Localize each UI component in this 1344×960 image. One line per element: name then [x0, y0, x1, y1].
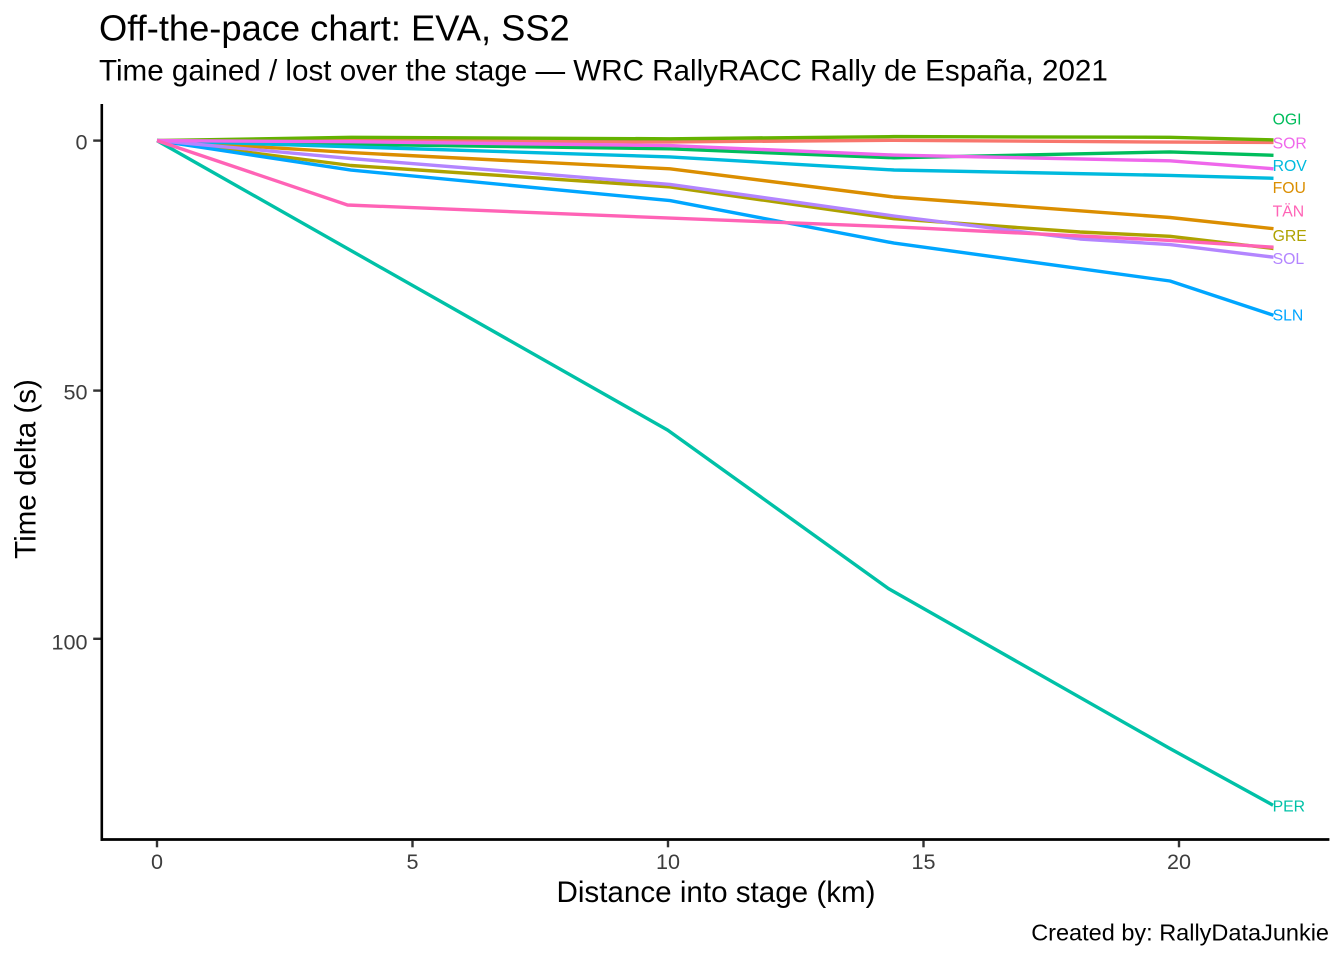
svg-text:Time delta (s): Time delta (s)	[9, 379, 42, 559]
svg-text:ROV: ROV	[1273, 158, 1308, 175]
svg-text:0: 0	[75, 129, 87, 154]
svg-text:Off-the-pace chart: EVA, SS2: Off-the-pace chart: EVA, SS2	[99, 8, 570, 49]
svg-text:20: 20	[1167, 849, 1191, 874]
svg-text:OGI: OGI	[1273, 111, 1302, 128]
svg-text:50: 50	[63, 380, 87, 405]
svg-text:TÄN: TÄN	[1273, 202, 1305, 220]
svg-text:Distance into stage (km): Distance into stage (km)	[556, 876, 875, 909]
svg-text:SOR: SOR	[1273, 135, 1307, 152]
svg-text:SOL: SOL	[1273, 251, 1305, 268]
svg-text:PER: PER	[1273, 799, 1305, 816]
svg-text:10: 10	[656, 849, 680, 874]
svg-text:SLN: SLN	[1273, 308, 1304, 325]
svg-text:5: 5	[406, 849, 418, 874]
svg-text:Time gained / lost over the st: Time gained / lost over the stage — WRC …	[99, 55, 1108, 88]
svg-text:100: 100	[51, 630, 87, 655]
svg-text:GRE: GRE	[1273, 228, 1307, 245]
svg-text:15: 15	[911, 849, 935, 874]
svg-text:Created by: RallyDataJunkie: Created by: RallyDataJunkie	[1031, 919, 1329, 945]
svg-text:FOU: FOU	[1273, 180, 1306, 197]
svg-text:0: 0	[151, 849, 163, 874]
